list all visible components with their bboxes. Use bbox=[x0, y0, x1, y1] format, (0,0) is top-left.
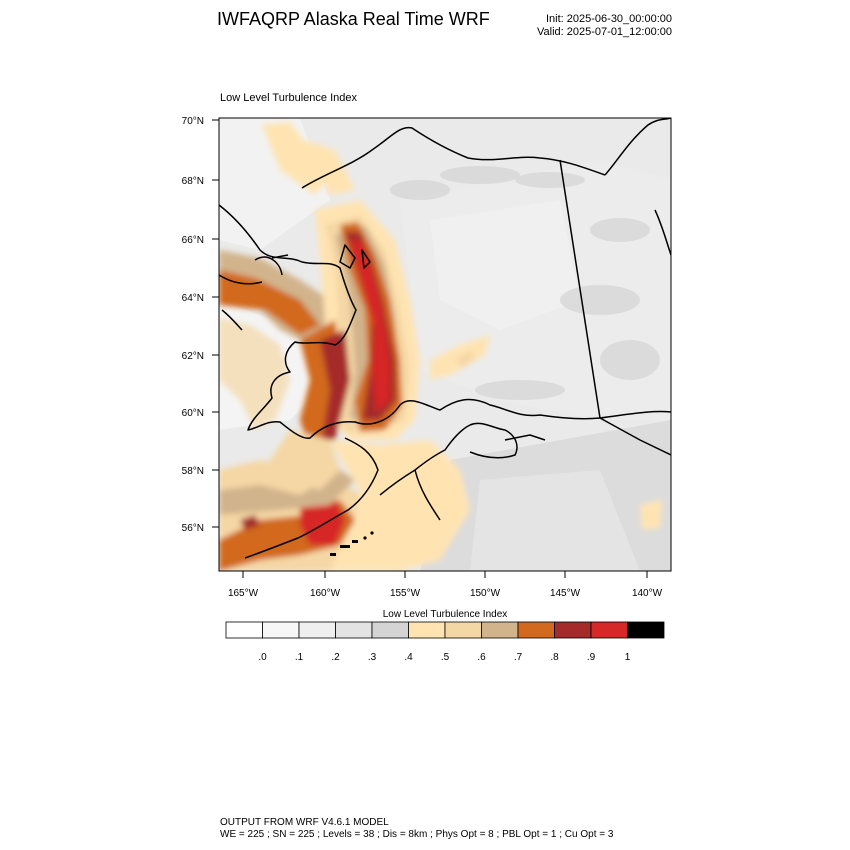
lat-label-66: 66°N bbox=[182, 235, 204, 246]
lat-label-70: 70°N bbox=[182, 116, 204, 127]
colorbar-swatch bbox=[262, 621, 300, 639]
footer-line-2: WE = 225 ; SN = 225 ; Levels = 38 ; Dis … bbox=[220, 829, 614, 840]
valid-time: Valid: 2025-07-01_12:00:00 bbox=[537, 26, 672, 38]
plot-frame bbox=[218, 117, 672, 572]
colorbar-swatch bbox=[298, 621, 336, 639]
colorbar-label: .5 bbox=[441, 652, 450, 663]
colorbar-label: .6 bbox=[477, 652, 486, 663]
lon-axis: 165°W 160°W 155°W 150°W 145°W 140°W bbox=[228, 571, 663, 599]
lon-label-145: 145°W bbox=[550, 588, 581, 599]
plot-title: Low Level Turbulence Index bbox=[220, 92, 357, 104]
lon-label-160: 160°W bbox=[310, 588, 341, 599]
init-time: Init: 2025-06-30_00:00:00 bbox=[546, 13, 672, 25]
colorbar-labels: .0 .1 .2 .3 .4 .5 .6 .7 .8 .9 1 bbox=[258, 652, 630, 663]
colorbar-swatch bbox=[371, 621, 409, 639]
run-times: Init: 2025-06-30_00:00:00 Valid: 2025-07… bbox=[537, 13, 672, 39]
colorbar-swatch bbox=[225, 621, 263, 639]
lat-label-62: 62°N bbox=[182, 351, 204, 362]
colorbar-title: Low Level Turbulence Index bbox=[382, 609, 508, 620]
colorbar-swatch bbox=[481, 621, 519, 639]
lat-label-60: 60°N bbox=[182, 408, 204, 419]
lat-label-56: 56°N bbox=[182, 523, 204, 534]
lat-label-64: 64°N bbox=[182, 293, 204, 304]
colorbar-swatch bbox=[627, 621, 665, 639]
colorbar-label: .9 bbox=[587, 652, 596, 663]
colorbar-swatch bbox=[517, 621, 555, 639]
footer-line-1: OUTPUT FROM WRF V4.6.1 MODEL bbox=[220, 817, 389, 828]
colorbar-swatch bbox=[408, 621, 446, 639]
colorbar-label: .8 bbox=[550, 652, 559, 663]
colorbar-label: .4 bbox=[404, 652, 413, 663]
colorbar-label: .0 bbox=[258, 652, 267, 663]
colorbar-label: .7 bbox=[514, 652, 523, 663]
map-field bbox=[219, 118, 671, 571]
lon-label-150: 150°W bbox=[470, 588, 501, 599]
model-footer: OUTPUT FROM WRF V4.6.1 MODEL WE = 225 ; … bbox=[220, 817, 613, 841]
lat-axis: 70°N 68°N 66°N 64°N 62°N 60°N 58°N 56°N bbox=[182, 116, 219, 534]
colorbar-swatch bbox=[590, 621, 628, 639]
lat-label-58: 58°N bbox=[182, 466, 204, 477]
lat-label-68: 68°N bbox=[182, 176, 204, 187]
colorbar-swatch bbox=[335, 621, 373, 639]
page-title: IWFAQRP Alaska Real Time WRF bbox=[217, 9, 490, 29]
colorbar-label: .1 bbox=[295, 652, 304, 663]
colorbar-label: .2 bbox=[331, 652, 340, 663]
lon-label-165: 165°W bbox=[228, 588, 259, 599]
lon-label-140: 140°W bbox=[632, 588, 663, 599]
lon-label-155: 155°W bbox=[390, 588, 421, 599]
colorbar bbox=[225, 621, 665, 639]
colorbar-swatch bbox=[554, 621, 592, 639]
colorbar-label: .3 bbox=[368, 652, 377, 663]
colorbar-swatch bbox=[444, 621, 482, 639]
colorbar-label: 1 bbox=[625, 652, 631, 663]
